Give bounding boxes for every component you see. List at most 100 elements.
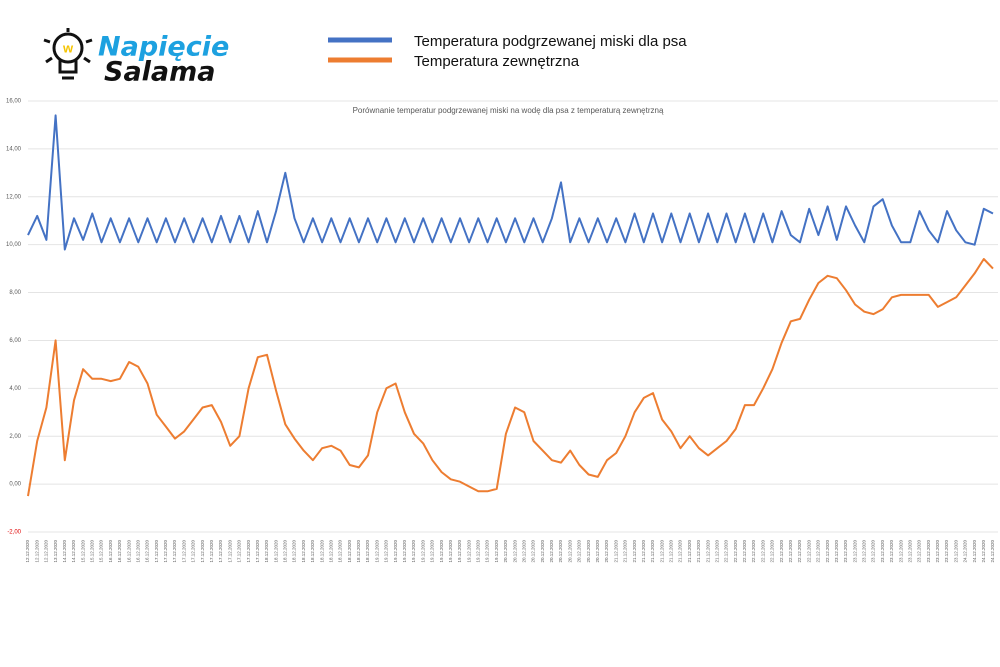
- x-tick-label: 24.12.2020: [981, 540, 986, 563]
- x-tick-label: 22.12.2020: [788, 540, 793, 563]
- x-tick-label: 22.12.2020: [779, 540, 784, 563]
- y-tick-label: 16,00: [6, 99, 22, 105]
- legend-label: Temperatura zewnętrzna: [414, 53, 580, 70]
- y-tick-label: 10,00: [6, 242, 22, 248]
- bulb-icon: w: [43, 28, 93, 80]
- x-tick-label: 19.12.2020: [430, 540, 435, 563]
- x-tick-label: 19.12.2020: [411, 540, 416, 563]
- x-tick-label: 18.12.2020: [365, 540, 370, 563]
- x-tick-label: 19.12.2020: [439, 540, 444, 563]
- x-tick-label: 17.12.2020: [200, 540, 205, 563]
- x-tick-label: 23.12.2020: [880, 540, 885, 563]
- y-tick-label: 4,00: [9, 386, 21, 392]
- x-tick-label: 22.12.2020: [760, 540, 765, 563]
- x-tick-label: 18.12.2020: [319, 540, 324, 563]
- x-tick-label: 18.12.2020: [292, 540, 297, 563]
- x-tick-label: 19.12.2020: [393, 540, 398, 563]
- x-tick-label: 23.12.2020: [889, 540, 894, 563]
- x-tick-label: 17.12.2020: [218, 540, 223, 563]
- chart-title: Porównanie temperatur podgrzewanej miski…: [353, 106, 664, 115]
- x-tick-label: 20.12.2020: [512, 540, 517, 563]
- x-tick-label: 19.12.2020: [466, 540, 471, 563]
- x-tick-label: 19.12.2020: [457, 540, 462, 563]
- x-tick-label: 23.12.2020: [917, 540, 922, 563]
- y-tick-label: -2,00: [7, 530, 21, 536]
- x-tick-label: 18.12.2020: [356, 540, 361, 563]
- x-tick-label: 22.12.2020: [797, 540, 802, 563]
- series-line: [27, 114, 994, 251]
- x-tick-label: 20.12.2020: [604, 540, 609, 563]
- x-tick-label: 12.12.2020: [34, 540, 39, 563]
- legend-label: Temperatura podgrzewanej miski dla psa: [414, 33, 687, 50]
- x-tick-label: 21.12.2020: [678, 540, 683, 563]
- x-tick-label: 23.12.2020: [862, 540, 867, 563]
- x-tick-label: 24.12.2020: [963, 540, 968, 563]
- svg-text:w: w: [62, 40, 74, 55]
- x-tick-label: 21.12.2020: [687, 540, 692, 563]
- x-tick-label: 21.12.2020: [650, 540, 655, 563]
- x-tick-label: 23.12.2020: [935, 540, 940, 563]
- x-tick-label: 18.12.2020: [328, 540, 333, 563]
- x-tick-label: 16.12.2020: [108, 540, 113, 563]
- x-tick-label: 23.12.2020: [871, 540, 876, 563]
- x-tick-label: 24.12.2020: [990, 540, 995, 563]
- x-tick-label: 20.12.2020: [531, 540, 536, 563]
- y-tick-label: 0,00: [9, 482, 21, 488]
- x-tick-label: 19.12.2020: [485, 540, 490, 563]
- x-tick-label: 19.12.2020: [374, 540, 379, 563]
- x-tick-label: 17.12.2020: [255, 540, 260, 563]
- x-tick-label: 19.12.2020: [494, 540, 499, 563]
- x-tick-label: 21.12.2020: [623, 540, 628, 563]
- x-tick-label: 22.12.2020: [770, 540, 775, 563]
- x-tick-label: 24.12.2020: [972, 540, 977, 563]
- x-tick-label: 19.12.2020: [476, 540, 481, 563]
- x-tick-label: 18.12.2020: [310, 540, 315, 563]
- x-tick-label: 17.12.2020: [227, 540, 232, 563]
- x-tick-label: 23.12.2020: [926, 540, 931, 563]
- x-tick-label: 20.12.2020: [586, 540, 591, 563]
- x-tick-label: 22.12.2020: [825, 540, 830, 563]
- x-tick-label: 20.12.2020: [540, 540, 545, 563]
- x-tick-label: 17.12.2020: [154, 540, 159, 563]
- y-tick-label: 12,00: [6, 194, 22, 200]
- x-tick-label: 20.12.2020: [503, 540, 508, 563]
- x-tick-label: 23.12.2020: [852, 540, 857, 563]
- x-tick-label: 19.12.2020: [448, 540, 453, 563]
- x-tick-label: 23.12.2020: [953, 540, 958, 563]
- x-tick-label: 18.12.2020: [283, 540, 288, 563]
- x-tick-label: 21.12.2020: [705, 540, 710, 563]
- x-tick-label: 22.12.2020: [742, 540, 747, 563]
- x-tick-label: 17.12.2020: [181, 540, 186, 563]
- x-tick-label: 18.12.2020: [338, 540, 343, 563]
- x-tick-label: 19.12.2020: [402, 540, 407, 563]
- x-tick-label: 17.12.2020: [209, 540, 214, 563]
- x-tick-label: 20.12.2020: [595, 540, 600, 563]
- x-tick-label: 23.12.2020: [843, 540, 848, 563]
- x-tick-label: 20.12.2020: [567, 540, 572, 563]
- x-tick-label: 23.12.2020: [907, 540, 912, 563]
- x-tick-label: 16.12.2020: [117, 540, 122, 563]
- x-tick-label: 16.12.2020: [145, 540, 150, 563]
- x-tick-label: 12.12.2020: [25, 540, 30, 563]
- x-tick-label: 22.12.2020: [724, 540, 729, 563]
- x-tick-label: 21.12.2020: [659, 540, 664, 563]
- x-tick-label: 17.12.2020: [191, 540, 196, 563]
- x-tick-label: 21.12.2020: [696, 540, 701, 563]
- x-tick-label: 22.12.2020: [751, 540, 756, 563]
- x-tick-label: 22.12.2020: [733, 540, 738, 563]
- x-tick-label: 17.12.2020: [163, 540, 168, 563]
- x-tick-label: 15.12.2020: [90, 540, 95, 563]
- x-tick-label: 22.12.2020: [816, 540, 821, 563]
- x-tick-label: 20.12.2020: [558, 540, 563, 563]
- x-tick-label: 17.12.2020: [172, 540, 177, 563]
- x-tick-label: 21.12.2020: [632, 540, 637, 563]
- x-tick-label: 21.12.2020: [669, 540, 674, 563]
- x-tick-label: 18.12.2020: [273, 540, 278, 563]
- x-tick-label: 15.12.2020: [99, 540, 104, 563]
- x-tick-label: 17.12.2020: [237, 540, 242, 563]
- y-tick-label: 6,00: [9, 338, 21, 344]
- x-tick-label: 13.12.2020: [53, 540, 58, 563]
- x-tick-label: 21.12.2020: [613, 540, 618, 563]
- x-tick-label: 19.12.2020: [420, 540, 425, 563]
